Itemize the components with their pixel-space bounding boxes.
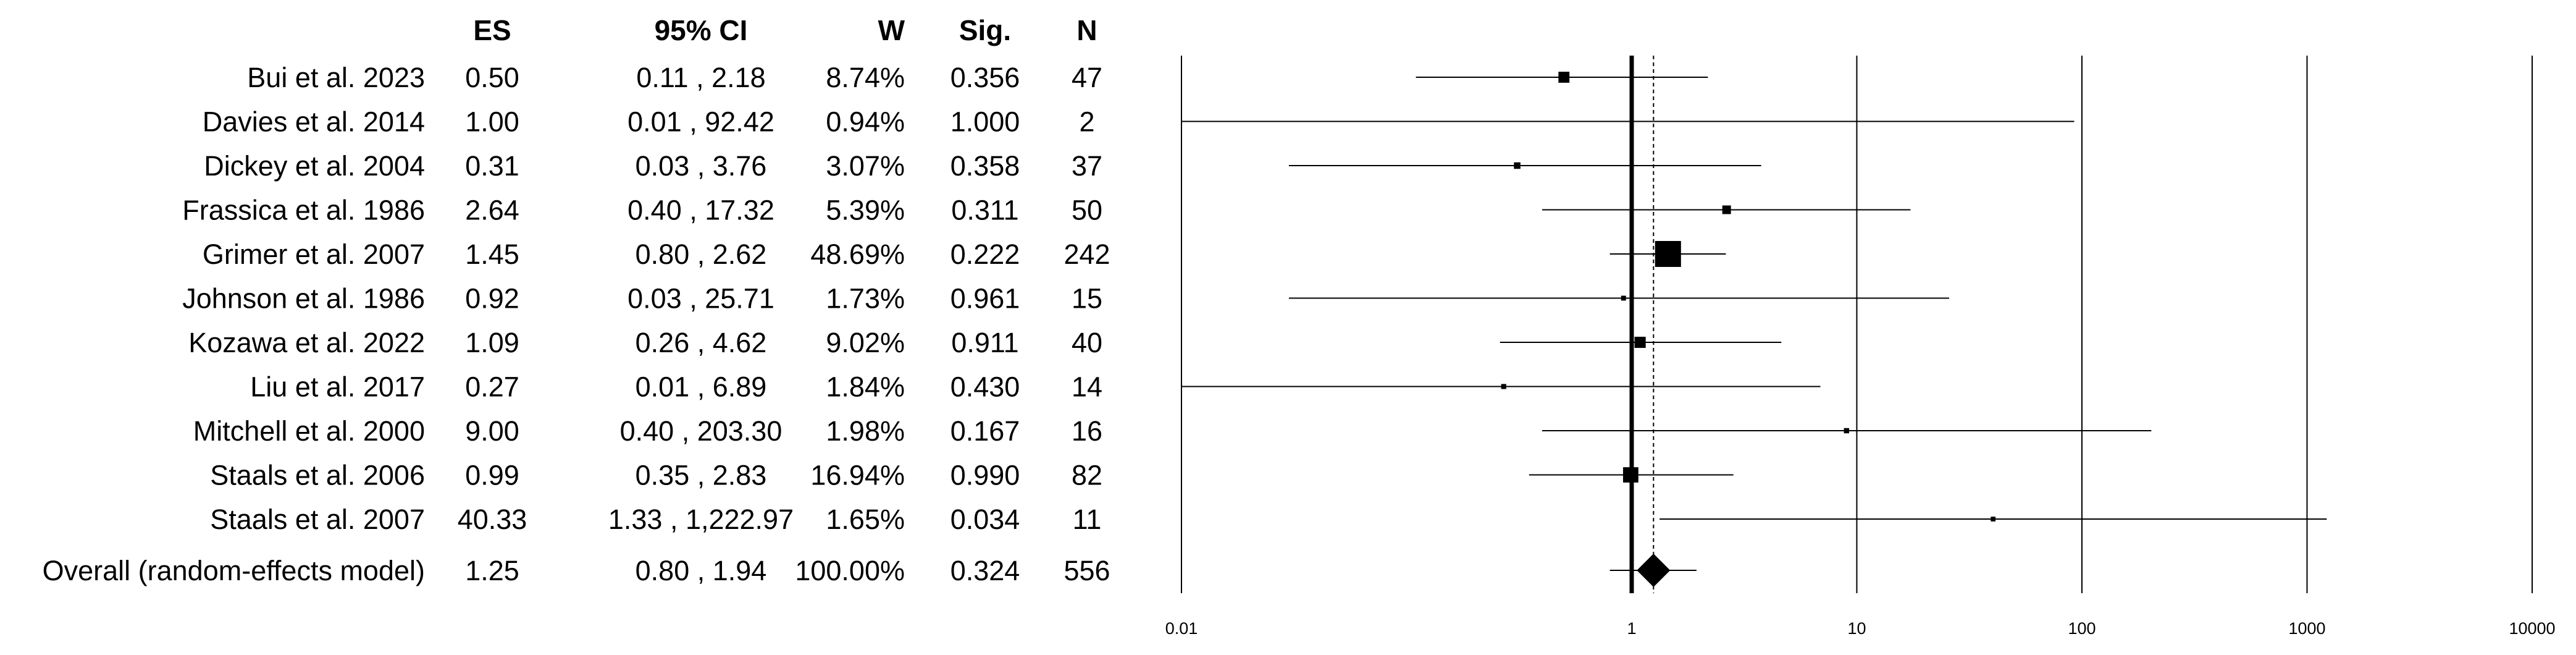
study-label: Kozawa et al. 2022 (188, 327, 425, 358)
effect-marker (1558, 72, 1570, 83)
study-row-sig: 0.311 (951, 195, 1018, 226)
overall-row-ci: 0.80 , 1.94 (636, 555, 767, 586)
study-row-weight: 1.84% (826, 371, 905, 403)
study-row-n: 16 (1072, 415, 1102, 447)
x-tick-label: 10000 (2509, 619, 2555, 638)
study-row-es: 1.45 (465, 239, 519, 270)
study-row-sig: 0.167 (950, 415, 1020, 447)
study-row-weight: 0.94% (826, 106, 905, 138)
header-es: ES (473, 14, 511, 46)
study-row-sig: 0.356 (950, 62, 1020, 93)
study-row-n: 14 (1072, 371, 1102, 403)
effect-marker (1991, 517, 1996, 522)
header-ci: 95% CI (655, 14, 748, 46)
effect-marker (1630, 119, 1634, 124)
study-row-n: 15 (1072, 283, 1102, 315)
study-row-n: 50 (1072, 195, 1102, 226)
study-label: Mitchell et al. 2000 (193, 415, 425, 447)
study-row-ci: 0.01 , 6.89 (636, 371, 767, 403)
study-row-weight: 1.73% (826, 283, 905, 315)
study-label: Johnson et al. 1986 (182, 283, 425, 315)
study-row-weight: 1.65% (826, 504, 905, 535)
overall-row-sig: 0.324 (950, 555, 1020, 586)
study-row-n: 2 (1079, 106, 1094, 138)
table-rows: Bui et al. 2023 0.50 0.11 , 2.18 8.74% 0.356… (43, 62, 1110, 586)
study-row-ci: 1.33 , 1,222.97 (608, 504, 794, 535)
effect-marker (1844, 428, 1850, 434)
study-row-sig: 0.034 (950, 504, 1020, 535)
study-row-weight: 9.02% (826, 327, 905, 358)
study-row-ci: 0.03 , 25.71 (627, 283, 774, 315)
study-label: Grimer et al. 2007 (203, 239, 425, 270)
study-row-es: 9.00 (465, 415, 519, 447)
effect-marker (1501, 384, 1506, 389)
effect-marker (1623, 467, 1638, 483)
study-row-ci: 0.35 , 2.83 (636, 460, 767, 491)
study-row-weight: 5.39% (826, 195, 905, 226)
header-n: N (1076, 14, 1097, 46)
study-row-sig: 0.990 (950, 460, 1020, 491)
x-tick-label: 0.01 (1165, 619, 1198, 638)
header-weight: W (878, 14, 905, 46)
study-row-ci: 0.26 , 4.62 (636, 327, 767, 358)
plot-area: 0.01 1 10 100 1000 10000 (1165, 56, 2556, 638)
study-row-es: 0.92 (465, 283, 519, 315)
study-row-ci: 0.40 , 203.30 (620, 415, 782, 447)
x-tick-label: 1000 (2288, 619, 2325, 638)
effect-marker (1722, 205, 1731, 214)
study-row-es: 1.00 (465, 106, 519, 138)
study-row-weight: 8.74% (826, 62, 905, 93)
table-header: ES 95% CI W Sig. N (473, 14, 1097, 46)
study-row-weight: 3.07% (826, 150, 905, 182)
header-sig: Sig. (959, 14, 1011, 46)
study-row-n: 11 (1073, 504, 1102, 535)
study-row-es: 0.27 (465, 371, 519, 403)
study-row-n: 40 (1072, 327, 1102, 358)
study-row-ci: 0.11 , 2.18 (636, 62, 765, 93)
study-row-es: 1.09 (465, 327, 519, 358)
study-row-sig: 0.222 (950, 239, 1020, 270)
study-row-sig: 1.000 (950, 106, 1020, 138)
study-label: Liu et al. 2017 (250, 371, 425, 403)
study-label: Davies et al. 2014 (203, 106, 425, 138)
effect-marker (1655, 241, 1681, 267)
study-row-weight: 48.69% (810, 239, 905, 270)
study-row-ci: 0.40 , 17.32 (627, 195, 774, 226)
study-row-es: 2.64 (465, 195, 519, 226)
study-row-n: 47 (1072, 62, 1102, 93)
effect-marker (1634, 336, 1646, 349)
x-tick-label: 10 (1847, 619, 1866, 638)
study-row-sig: 0.358 (950, 150, 1020, 182)
study-row-es: 40.33 (458, 504, 527, 535)
study-row-ci: 0.01 , 92.42 (627, 106, 774, 138)
overall-label: Overall (random-effects model) (43, 555, 425, 586)
study-row-ci: 0.03 , 3.76 (636, 150, 767, 182)
study-label: Dickey et al. 2004 (204, 150, 425, 182)
effect-marker (1621, 295, 1626, 301)
study-label: Staals et al. 2007 (210, 504, 425, 535)
study-label: Bui et al. 2023 (247, 62, 425, 93)
overall-row-es: 1.25 (465, 555, 519, 586)
study-label: Staals et al. 2006 (210, 460, 425, 491)
study-label: Frassica et al. 1986 (182, 195, 425, 226)
x-tick-label: 1 (1627, 619, 1636, 638)
study-row-es: 0.50 (465, 62, 519, 93)
overall-row-weight: 100.00% (795, 555, 905, 586)
study-row-n: 242 (1064, 239, 1110, 270)
study-row-ci: 0.80 , 2.62 (636, 239, 767, 270)
study-row-weight: 16.94% (810, 460, 905, 491)
study-row-sig: 0.430 (950, 371, 1020, 403)
overall-diamond (1637, 554, 1671, 587)
study-row-es: 0.99 (465, 460, 519, 491)
study-row-n: 37 (1072, 150, 1102, 182)
x-tick-label: 100 (2068, 619, 2096, 638)
study-row-sig: 0.961 (950, 283, 1020, 315)
study-row-weight: 1.98% (826, 415, 905, 447)
study-row-es: 0.31 (465, 150, 519, 182)
study-row-n: 82 (1072, 460, 1102, 491)
overall-row-n: 556 (1064, 555, 1110, 586)
study-row-sig: 0.911 (951, 327, 1018, 358)
effect-marker (1514, 162, 1521, 169)
